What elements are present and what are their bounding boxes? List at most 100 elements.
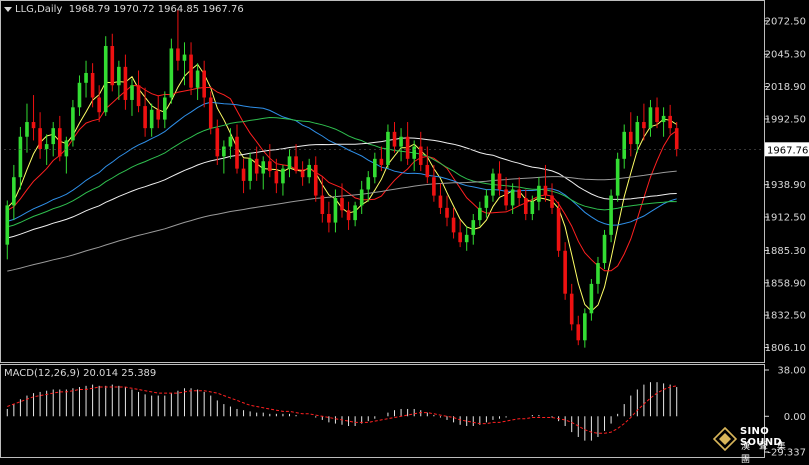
candle-body [392,131,397,147]
macd-pane-frame [0,364,765,458]
candle-body [5,205,10,245]
candle-body [64,140,69,157]
candlesticks [5,9,679,348]
candle-body [31,122,36,129]
candle-body [425,164,430,178]
candle-body [596,263,600,284]
candle-body [386,131,390,165]
candle-body [510,189,515,206]
candle-body [353,205,357,221]
macd-signal-path [7,385,677,434]
candle-body [18,136,23,178]
candle-body [346,210,351,221]
macd-tick-label: 0.00 [784,412,806,423]
candle-body [254,158,259,174]
candle-body [550,195,554,208]
candle-body [458,232,462,243]
macd-header: MACD(12,26,9) 20.014 25.389 [4,368,157,379]
macd-signal-line [7,385,677,434]
candle-body [149,109,154,129]
candle-body [77,82,82,108]
candle-body [156,109,161,120]
candle-body [294,156,298,172]
candle-body [235,136,239,169]
candle-body [445,207,449,218]
candle-body [281,168,285,184]
candle-body [123,66,128,100]
candle-body [451,217,456,233]
candle-body [569,293,574,325]
candle-body [340,198,344,211]
candle-body [208,97,213,129]
candle-body [655,107,659,123]
candle-body [84,72,88,83]
candle-body [136,85,141,107]
candle-body [130,85,134,100]
candle-body [287,156,292,169]
current-price-label: 1967.76 [767,145,808,156]
candle-body [169,48,174,98]
candle-body [313,164,318,196]
logo-subtitle: 漢 聲 集 團 [741,442,789,465]
candle-body [359,189,364,206]
candle-body [44,144,49,150]
price-tick-label: 2072.50 [765,16,806,27]
candle-body [537,185,541,202]
candle-body [418,146,423,165]
candle-body [38,128,42,150]
macd-tick-label: -29.337 [767,448,806,459]
candle-body [366,177,371,190]
price-tick-label: 2018.90 [765,82,806,93]
candle-body [661,115,666,123]
candle-body [12,177,16,206]
logo-diamond-icon [713,427,737,451]
candle-body [117,66,121,86]
candle-body [51,128,56,145]
candle-body [248,158,252,181]
dropdown-triangle-icon[interactable] [4,6,12,12]
price-tick-label: 1832.50 [765,311,806,322]
current-price-tag [765,142,809,157]
candle-body [320,195,325,214]
candle-body [182,54,187,61]
candle-body [268,161,272,172]
candle-body [399,136,403,147]
candle-body [97,97,101,113]
ma-line-30 [7,101,677,226]
candle-body [464,234,469,243]
candle-body [628,131,633,145]
candle-body [478,207,482,221]
candle-body [261,161,266,174]
candle-body [523,198,528,214]
candle-body [379,158,384,165]
candle-body [241,168,246,181]
chart-header: LLG,Daily 1968.79 1970.72 1964.85 1967.7… [4,4,244,15]
macd-tick-label: 38.00 [777,366,806,377]
candle-body [635,122,640,145]
candle-body [162,97,167,120]
candle-body [300,171,305,178]
candle-body [622,131,627,159]
candle-body [668,115,672,129]
candle-body [563,250,567,294]
price-tick-label: 2045.30 [765,50,806,61]
candle-body [517,189,522,199]
macd-axis: 38.00 0.00 -29.337 [764,366,806,459]
ma-line-40 [7,116,677,228]
macd-histogram [6,382,678,441]
candle-body [432,177,436,196]
ohlc-readout: 1968.79 1970.72 1964.85 1967.76 [68,4,244,15]
candle-body [484,195,489,208]
price-tick-label: 1858.90 [765,278,806,289]
candle-body [642,122,646,129]
candle-body [202,70,206,98]
candle-body [333,198,338,223]
candle-body [530,201,535,214]
candle-body [222,146,226,157]
symbol-label: LLG,Daily [15,4,63,15]
candle-body [583,313,587,341]
candle-body [602,234,607,264]
candle-body [215,128,220,157]
